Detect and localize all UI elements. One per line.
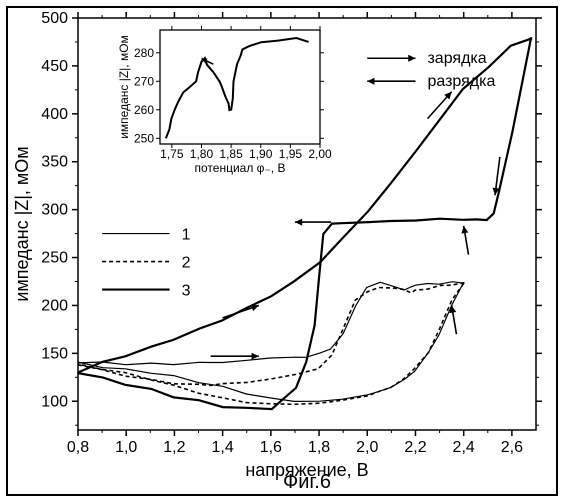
y-tick-label: 100 [41,393,68,410]
inset-x-tick: 1,85 [219,147,243,161]
inset-x-tick: 1,75 [160,147,184,161]
direction-arrow [223,304,259,317]
x-tick-label: 2,6 [501,439,523,456]
y-tick-label: 250 [41,250,68,267]
inset-x-tick: 1,90 [249,147,273,161]
x-tick-label: 2,4 [453,439,475,456]
chart-svg: 0,8 1,0 1,2 1,4 1,6 1,8 2,0 2,2 2,4 2,6 100 150 200 2… [8,8,554,492]
y-tick-label: 450 [41,58,68,75]
figure-caption: Фиг.6 [283,471,331,492]
y-tick-label: 200 [41,297,68,314]
direction-arrow [428,92,452,119]
inset-y-tick: 250 [134,131,154,145]
inset-x-tick: 1,95 [279,147,303,161]
direction-arrow [367,78,415,85]
y-tick-label: 300 [41,202,68,219]
x-tick-label: 2,2 [404,439,426,456]
y-tick-label: 350 [41,154,68,171]
inset-y-tick: 280 [134,46,154,60]
x-tick-label: 1,2 [163,439,185,456]
top-legend-label: разрядка [427,73,495,90]
y-tick-label: 400 [41,106,68,123]
x-tick-label: 1,6 [260,439,282,456]
series-legend-label: 2 [182,255,191,272]
series-s1 [78,282,464,401]
inset-x-label: потенциал φ₋, В [195,161,286,175]
inset-x-tick: 1,80 [190,147,214,161]
y-tick-label: 500 [41,10,68,27]
x-tick-label: 1,0 [115,439,137,456]
x-tick-label: 2,0 [356,439,378,456]
direction-arrow [492,157,499,195]
inset-y-tick: 260 [134,103,154,117]
direction-arrow [449,305,456,334]
series-legend-label: 3 [182,283,191,300]
direction-arrow [461,226,468,255]
inset-y-tick: 270 [134,74,154,88]
x-tick-label: 1,8 [308,439,330,456]
direction-arrow [295,219,331,226]
top-legend-label: зарядка [427,50,486,67]
y-axis-label: импеданс |Z|, мОм [12,146,32,301]
inset-x-tick: 2,00 [308,147,332,161]
x-tick-label: 1,4 [212,439,234,456]
direction-arrow [211,353,259,360]
inset-y-label: импеданс |Z|, мОм [117,35,131,139]
x-tick-label: 0,8 [67,439,89,456]
series-legend-label: 1 [182,227,191,244]
direction-arrow [367,55,415,62]
y-tick-label: 150 [41,345,68,362]
